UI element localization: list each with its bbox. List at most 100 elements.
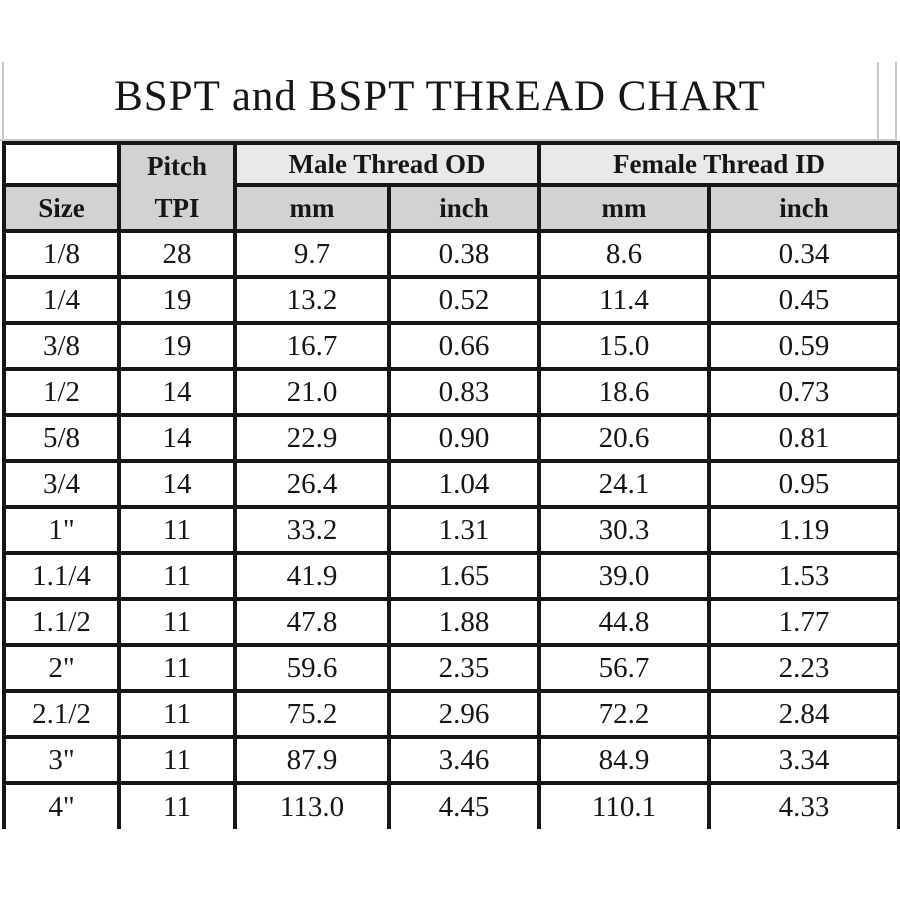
cell-male-inch: 1.31 [386, 505, 542, 555]
page-title: BSPT and BSPT THREAD CHART [114, 73, 766, 120]
cell-female-inch: 0.59 [707, 321, 900, 371]
cell-size: 4" [2, 781, 121, 829]
gridline-horizontal [0, 139, 897, 141]
table-row: 3/4 14 26.4 1.04 24.1 0.95 [2, 459, 900, 509]
cell-pitch-tpi: 14 [117, 413, 237, 463]
cell-male-inch: 0.52 [386, 275, 542, 325]
cell-female-inch: 2.84 [707, 689, 900, 739]
cell-female-mm: 8.6 [537, 229, 712, 279]
gridline-right-inner [877, 62, 879, 143]
table-row: 1/4 19 13.2 0.52 11.4 0.45 [2, 275, 900, 325]
table-body: 1/8 28 9.7 0.38 8.6 0.34 1/4 19 13.2 0.5… [2, 229, 900, 829]
gridline-left [2, 62, 4, 188]
cell-male-mm: 41.9 [233, 551, 391, 601]
cell-female-mm: 30.3 [537, 505, 712, 555]
cell-female-inch: 3.34 [707, 735, 900, 785]
cell-female-mm: 56.7 [537, 643, 712, 693]
table-row: 3" 11 87.9 3.46 84.9 3.34 [2, 735, 900, 785]
cell-male-mm: 59.6 [233, 643, 391, 693]
cell-pitch-tpi: 14 [117, 367, 237, 417]
column-header-female-mm: mm [537, 183, 712, 233]
cell-female-mm: 18.6 [537, 367, 712, 417]
column-group-male-thread-od: Male Thread OD [232, 140, 542, 188]
cell-male-mm: 13.2 [233, 275, 391, 325]
cell-female-inch: 0.45 [707, 275, 900, 325]
cell-size: 1/4 [2, 275, 121, 325]
cell-size: 3" [2, 735, 121, 785]
cell-male-mm: 75.2 [233, 689, 391, 739]
column-header-male-inch: inch [386, 183, 542, 233]
cell-female-inch: 0.73 [707, 367, 900, 417]
cell-female-mm: 44.8 [537, 597, 712, 647]
cell-female-inch: 4.33 [707, 781, 900, 829]
cell-female-mm: 15.0 [537, 321, 712, 371]
cell-female-mm: 39.0 [537, 551, 712, 601]
table-row: 1.1/4 11 41.9 1.65 39.0 1.53 [2, 551, 900, 601]
table-row: 4" 11 113.0 4.45 110.1 4.33 [2, 781, 900, 829]
column-group-female-thread-id: Female Thread ID [537, 140, 900, 188]
header-row-groups: Pitch TPI Male Thread OD Female Thread I… [2, 140, 900, 233]
cell-male-mm: 9.7 [233, 229, 391, 279]
table-row: 3/8 19 16.7 0.66 15.0 0.59 [2, 321, 900, 371]
cell-male-mm: 113.0 [233, 781, 391, 829]
table-row: 1/8 28 9.7 0.38 8.6 0.34 [2, 229, 900, 279]
cell-male-mm: 33.2 [233, 505, 391, 555]
cell-pitch-tpi: 28 [117, 229, 237, 279]
cell-size: 1.1/2 [2, 597, 121, 647]
cell-size: 1.1/4 [2, 551, 121, 601]
cell-female-inch: 2.23 [707, 643, 900, 693]
cell-male-mm: 22.9 [233, 413, 391, 463]
gridline-right-outer [895, 62, 897, 143]
cell-male-inch: 0.66 [386, 321, 542, 371]
cell-male-inch: 0.90 [386, 413, 542, 463]
table-header: Pitch TPI Male Thread OD Female Thread I… [2, 140, 900, 233]
cell-size: 5/8 [2, 413, 121, 463]
column-header-male-mm: mm [233, 183, 391, 233]
pitch-label: Pitch [147, 151, 207, 181]
cell-female-inch: 1.19 [707, 505, 900, 555]
table-row: 1/2 14 21.0 0.83 18.6 0.73 [2, 367, 900, 417]
cell-pitch-tpi: 11 [117, 505, 237, 555]
cell-male-mm: 47.8 [233, 597, 391, 647]
cell-male-inch: 1.88 [386, 597, 542, 647]
cell-size: 1/2 [2, 367, 121, 417]
cell-female-mm: 72.2 [537, 689, 712, 739]
cell-male-inch: 0.83 [386, 367, 542, 417]
cell-size: 3/4 [2, 459, 121, 509]
cell-male-inch: 0.38 [386, 229, 542, 279]
cell-male-inch: 2.35 [386, 643, 542, 693]
cell-male-mm: 21.0 [233, 367, 391, 417]
table-row: 5/8 14 22.9 0.90 20.6 0.81 [2, 413, 900, 463]
column-header-female-inch: inch [707, 183, 900, 233]
cell-pitch-tpi: 11 [117, 735, 237, 785]
cell-male-inch: 1.65 [386, 551, 542, 601]
cell-pitch-tpi: 11 [117, 781, 237, 829]
cell-size: 1" [2, 505, 121, 555]
cell-size: 2.1/2 [2, 689, 121, 739]
cell-male-inch: 2.96 [386, 689, 542, 739]
cell-male-inch: 1.04 [386, 459, 542, 509]
cell-male-mm: 16.7 [233, 321, 391, 371]
cell-female-inch: 1.77 [707, 597, 900, 647]
corner-cell [2, 140, 121, 188]
tpi-label: TPI [154, 193, 200, 223]
cell-female-mm: 20.6 [537, 413, 712, 463]
cell-female-inch: 0.81 [707, 413, 900, 463]
column-header-pitch-tpi: Pitch TPI [117, 141, 237, 233]
cell-female-inch: 0.95 [707, 459, 900, 509]
cell-size: 3/8 [2, 321, 121, 371]
header-row-units: Size mm inch mm inch [2, 183, 900, 233]
cell-pitch-tpi: 11 [117, 551, 237, 601]
cell-pitch-tpi: 19 [117, 321, 237, 371]
cell-pitch-tpi: 11 [117, 643, 237, 693]
cell-size: 2" [2, 643, 121, 693]
cell-male-mm: 87.9 [233, 735, 391, 785]
cell-male-mm: 26.4 [233, 459, 391, 509]
column-header-size: Size [2, 183, 121, 233]
cell-pitch-tpi: 14 [117, 459, 237, 509]
table-row: 1.1/2 11 47.8 1.88 44.8 1.77 [2, 597, 900, 647]
cell-female-mm: 110.1 [537, 781, 712, 829]
table-row: 1" 11 33.2 1.31 30.3 1.19 [2, 505, 900, 555]
cell-male-inch: 3.46 [386, 735, 542, 785]
